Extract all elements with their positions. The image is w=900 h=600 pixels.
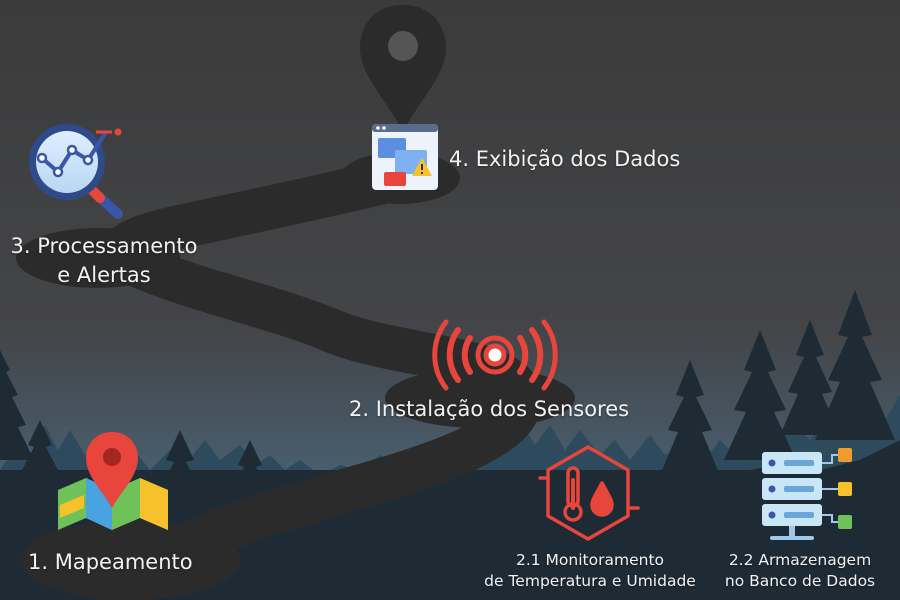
step3-label: 3. Processamento e Alertas: [10, 232, 197, 290]
dashboard-alert-window-icon: [372, 124, 438, 190]
step2-label: 2. Instalação dos Sensores: [349, 397, 630, 421]
winding-road: [98, 156, 542, 600]
step1-platform: [20, 520, 240, 600]
sensor-signal-icon: [432, 319, 558, 391]
map-with-pin-icon: [58, 432, 168, 530]
database-server-icon: [762, 448, 852, 540]
step1-label: 1. Mapeamento: [28, 550, 193, 574]
step2-1-label: 2.1 Monitoramento de Temperatura e Umida…: [484, 550, 696, 592]
step4-label: 4. Exibição dos Dados: [449, 147, 681, 171]
step3-label-line2: e Alertas: [57, 263, 151, 287]
location-pin-icon: [360, 5, 446, 132]
step2-2-label-line2: no Banco de Dados: [724, 572, 876, 590]
step3-platform: [16, 228, 180, 288]
step2-platform: [385, 368, 575, 428]
step3-label-line1: 3. Processamento: [10, 234, 198, 258]
step2-2-label: 2.2 Armazenagem no Banco de Dados: [725, 550, 875, 592]
step2-1-label-line2: de Temperatura e Umidade: [484, 572, 696, 590]
thermometer-humidity-icon: [538, 445, 640, 541]
analytics-magnifier-icon: [29, 124, 123, 219]
step2-2-label-line1: 2.2 Armazenagem: [728, 551, 872, 569]
step2-1-label-line1: 2.1 Monitoramento: [515, 551, 664, 569]
